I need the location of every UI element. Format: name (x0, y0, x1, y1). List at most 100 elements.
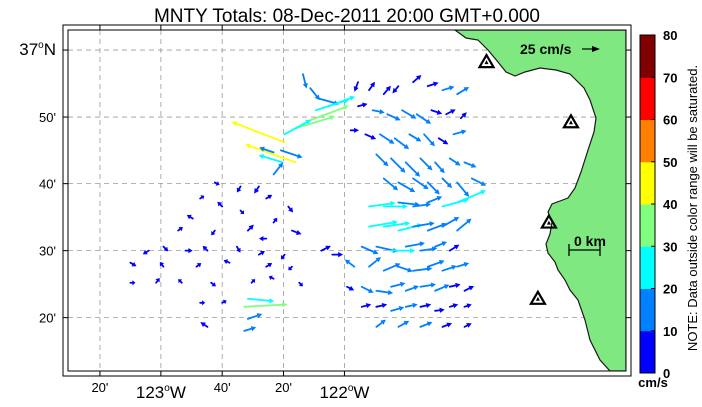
current-vector (441, 177, 453, 189)
vector-shaft (243, 327, 253, 332)
current-vector (314, 98, 350, 112)
vector-head (387, 289, 394, 296)
vector-shaft (243, 303, 284, 308)
radar-site-center (535, 296, 540, 301)
vector-shaft (401, 109, 414, 118)
current-vector (393, 137, 410, 150)
current-vector (280, 253, 286, 260)
vector-head (390, 201, 396, 207)
vector-shaft (360, 245, 375, 253)
vector-head (178, 226, 183, 232)
vector-head (200, 322, 206, 328)
vector-head (302, 83, 308, 89)
vector-head (463, 262, 470, 268)
vector-shaft (419, 248, 434, 252)
vector-head (188, 248, 193, 254)
current-vector (382, 177, 399, 191)
vector-shaft (390, 307, 401, 312)
current-vector (426, 81, 439, 88)
current-vector (259, 236, 268, 242)
vector-shaft (346, 285, 351, 290)
current-vector (426, 196, 443, 204)
vector-head (398, 306, 405, 312)
vector-shaft (448, 246, 457, 252)
vector-head (394, 263, 401, 268)
vector-head (392, 220, 398, 226)
current-vector (368, 257, 382, 268)
vector-head (410, 248, 416, 254)
vector-head (430, 282, 437, 288)
current-vector (200, 322, 209, 328)
vector-head (452, 303, 459, 309)
vector-head (250, 326, 257, 332)
vector-shaft (394, 85, 400, 91)
current-vector (448, 244, 460, 252)
current-vector (245, 143, 297, 164)
hf-radar-sites (477, 52, 580, 305)
vector-head (329, 115, 336, 121)
vector-shaft (434, 309, 441, 312)
current-vector (283, 119, 311, 136)
vector-head (392, 87, 398, 94)
colorbar: 0 10 20 30 40 50 60 70 80 (639, 28, 677, 381)
vector-head (288, 266, 293, 271)
vector-shaft (393, 137, 407, 148)
vector-shaft (287, 205, 292, 210)
vector-head (338, 252, 344, 258)
radar-site-triangle (477, 52, 496, 69)
vector-head (425, 202, 432, 208)
vector-shaft (375, 321, 383, 328)
current-vector (382, 85, 391, 96)
current-vector (360, 245, 379, 255)
current-vector (404, 285, 419, 292)
vector-head (427, 165, 433, 171)
vector-head (451, 265, 457, 270)
vector-shaft (382, 222, 407, 228)
vector-shaft (314, 100, 346, 112)
vector-shaft (448, 157, 458, 164)
vector-head (423, 184, 429, 190)
current-vector (401, 109, 417, 119)
vector-head (463, 191, 470, 197)
current-vector (320, 245, 331, 252)
vector-head (407, 267, 413, 273)
radar-site-center (484, 60, 489, 65)
current-vector (456, 181, 470, 197)
y-tick-label: 40' (39, 177, 56, 192)
vector-shaft (408, 133, 419, 140)
vector-head (298, 282, 303, 287)
vector-head (453, 216, 460, 222)
vector-shaft (419, 304, 428, 308)
vector-shaft (434, 161, 443, 171)
vector-shaft (155, 279, 159, 284)
vector-shaft (257, 252, 263, 256)
current-vector (364, 133, 377, 140)
current-vector (404, 241, 425, 248)
x-tick-label: 20' (91, 380, 108, 395)
colorbar-tick-label: 40 (663, 197, 677, 212)
vector-head (256, 313, 263, 319)
vector-shaft (434, 242, 444, 248)
vector-shaft (226, 260, 231, 264)
current-vector (217, 201, 224, 208)
current-vector (231, 121, 286, 144)
current-vector (375, 302, 388, 309)
current-vector (254, 185, 260, 194)
vector-head (254, 188, 260, 194)
current-vector (441, 85, 455, 92)
vector-shaft (283, 121, 308, 136)
vector-shaft (448, 304, 455, 308)
vector-shaft (360, 285, 371, 292)
vector-shaft (203, 323, 209, 328)
vector-head (343, 105, 349, 111)
current-vector (265, 263, 273, 268)
colorbar-segment (640, 77, 655, 120)
current-vector (375, 319, 386, 328)
vector-shaft (316, 97, 336, 104)
vector-shaft (212, 229, 216, 234)
current-vector (404, 161, 421, 177)
vector-shaft (445, 110, 453, 116)
vector-head (278, 162, 284, 168)
vector-shaft (289, 265, 293, 270)
current-vector (368, 201, 396, 208)
